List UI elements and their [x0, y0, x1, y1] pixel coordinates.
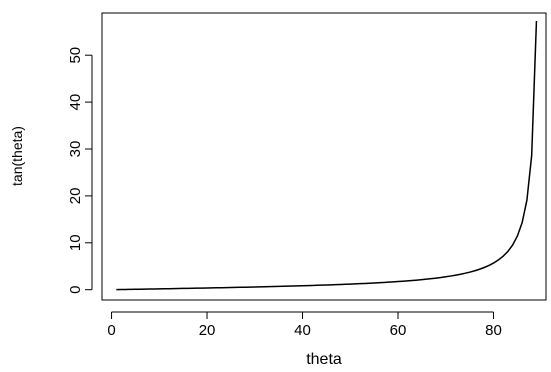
y-axis: 0 10 20 30 40 50 [67, 47, 93, 294]
y-tick-label: 50 [67, 47, 84, 64]
series-line-tan-theta [116, 20, 538, 291]
plot-box [101, 12, 547, 301]
x-tick-label: 40 [294, 322, 311, 339]
y-tick-label: 20 [67, 188, 84, 205]
y-tick-label: 0 [67, 286, 84, 294]
y-tick-label: 30 [67, 141, 84, 158]
y-tick-label: 10 [67, 234, 84, 251]
y-axis-title: tan(theta) [9, 126, 25, 186]
x-tick-label: 80 [485, 322, 502, 339]
x-tick-label: 60 [390, 322, 407, 339]
x-axis: 0 20 40 60 80 [107, 311, 502, 339]
x-tick-label: 20 [199, 322, 216, 339]
x-tick-label: 0 [107, 322, 115, 339]
y-tick-label: 40 [67, 94, 84, 111]
x-axis-title: theta [306, 351, 342, 368]
